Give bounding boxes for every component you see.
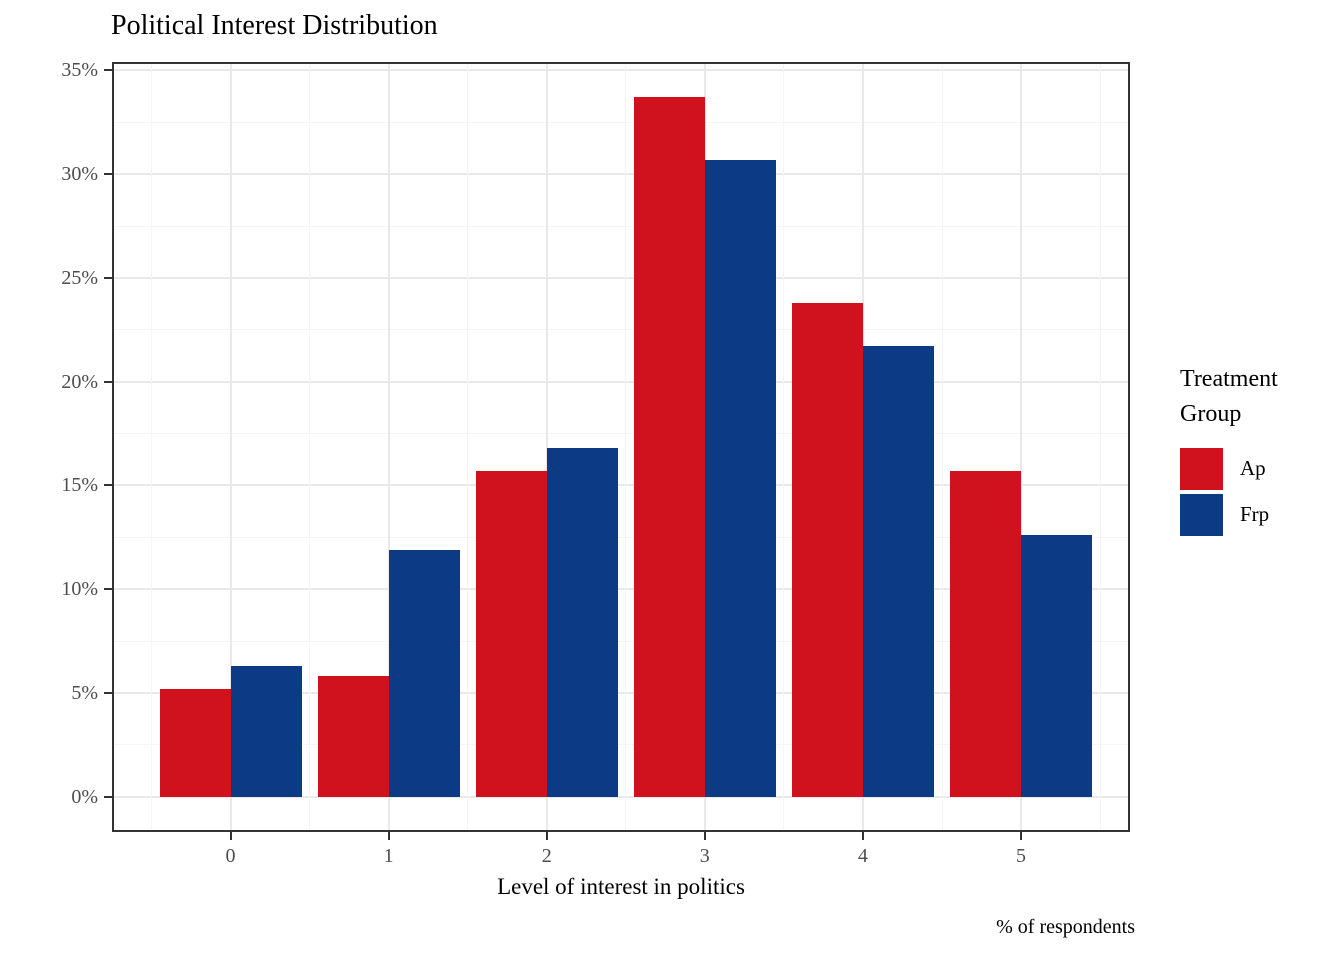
x-axis-tick xyxy=(545,832,548,840)
x-axis-tick-label: 5 xyxy=(1016,845,1026,867)
x-axis-tick-label: 1 xyxy=(383,845,394,867)
y-axis-tick-label: 5% xyxy=(71,681,98,704)
bar-frp-1 xyxy=(388,549,460,797)
gridline-minor-h xyxy=(112,121,1130,123)
gridline-minor-h xyxy=(112,640,1130,642)
gridline-major-h xyxy=(112,795,1130,798)
gridline-major-v xyxy=(229,62,232,832)
gridline-minor-h xyxy=(112,225,1130,227)
bar-frp-4 xyxy=(862,346,934,797)
gridline-major-v xyxy=(387,62,390,832)
gridline-major-h xyxy=(112,691,1130,694)
y-axis-tick-label: 15% xyxy=(61,474,98,497)
chart-title: Political Interest Distribution xyxy=(111,10,438,41)
y-axis-tick-label: 10% xyxy=(61,578,98,601)
bar-frp-0 xyxy=(230,666,302,797)
y-axis-tick-label: 25% xyxy=(61,266,98,289)
gridline-major-v xyxy=(1020,62,1022,832)
bar-ap-0 xyxy=(159,688,231,797)
legend-label: Frp xyxy=(1240,502,1270,527)
bar-frp-5 xyxy=(1021,535,1092,797)
y-axis-tick xyxy=(104,795,112,798)
legend: Treatment Group Ap Frp xyxy=(1180,362,1340,540)
x-axis-tick xyxy=(387,832,390,840)
gridline-minor-h xyxy=(112,744,1130,746)
legend-keys: Ap Frp xyxy=(1180,447,1340,536)
gridline-major-h xyxy=(112,484,1130,487)
x-axis-title: Level of interest in politics xyxy=(497,874,745,899)
gridline-major-h xyxy=(112,173,1130,176)
x-axis-tick xyxy=(229,832,232,840)
bar-ap-2 xyxy=(475,470,547,797)
legend-label: Ap xyxy=(1240,456,1266,481)
x-axis-tick-label: 0 xyxy=(225,845,236,867)
bar-ap-1 xyxy=(317,676,389,797)
legend-item-frp: Frp xyxy=(1180,493,1340,536)
gridline-minor-h xyxy=(112,329,1130,331)
bar-ap-3 xyxy=(633,97,705,797)
gridline-minor-h xyxy=(112,433,1130,434)
y-axis-tick xyxy=(104,276,112,279)
x-axis-tick xyxy=(703,832,706,840)
caption: % of respondents xyxy=(996,916,1135,938)
gridline-minor-v xyxy=(309,62,311,832)
gridline-minor-v xyxy=(151,62,152,832)
x-axis-tick-label: 3 xyxy=(699,845,710,867)
plot-panel xyxy=(112,62,1130,832)
x-axis-tick xyxy=(861,832,864,840)
x-axis-tick-label: 4 xyxy=(857,845,868,867)
bar-frp-3 xyxy=(704,159,776,797)
legend-swatch-frp xyxy=(1180,493,1223,536)
y-axis-tick xyxy=(104,691,112,694)
bar-ap-4 xyxy=(791,302,863,797)
y-axis-tick-label: 20% xyxy=(61,370,98,393)
gridline-minor-v xyxy=(467,62,469,832)
y-axis-tick xyxy=(104,484,112,487)
legend-swatch-ap xyxy=(1180,447,1223,490)
gridline-major-h xyxy=(112,380,1130,383)
bar-ap-5 xyxy=(950,470,1021,797)
gridline-minor-h xyxy=(112,536,1130,538)
bar-frp-2 xyxy=(546,448,618,797)
y-axis-tick xyxy=(104,380,112,383)
legend-item-ap: Ap xyxy=(1180,447,1340,490)
x-axis-tick xyxy=(1020,832,1022,840)
gridline-minor-v xyxy=(783,62,785,832)
legend-title: Treatment Group xyxy=(1180,366,1278,427)
gridline-minor-v xyxy=(1099,62,1101,832)
gridline-major-h xyxy=(112,69,1130,72)
y-axis-tick xyxy=(104,588,112,591)
gridline-major-v xyxy=(545,62,548,832)
y-axis-tick-label: 35% xyxy=(61,59,98,82)
y-axis-tick-label: 0% xyxy=(71,785,98,808)
y-axis-tick-label: 30% xyxy=(61,163,98,186)
gridline-major-h xyxy=(112,276,1130,279)
y-axis-tick xyxy=(104,69,112,72)
gridline-minor-v xyxy=(625,62,627,832)
x-axis-tick-label: 2 xyxy=(541,845,552,867)
gridline-major-h xyxy=(112,588,1130,591)
gridline-minor-v xyxy=(941,62,943,832)
y-axis-tick xyxy=(104,173,112,176)
